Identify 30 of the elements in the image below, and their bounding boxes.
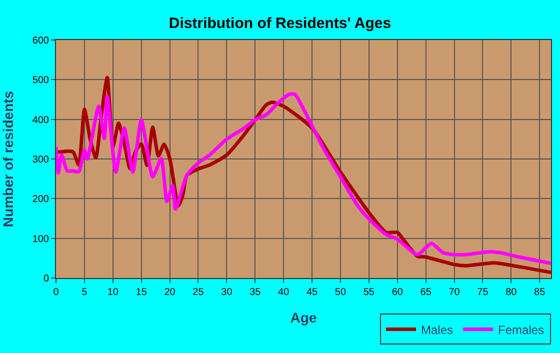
y-tick-label: 300 xyxy=(32,154,50,166)
x-tick-label: 50 xyxy=(334,287,346,298)
x-tick-label: 15 xyxy=(136,287,148,298)
x-tick-label: 25 xyxy=(192,287,204,298)
y-axis-title: Number of residents xyxy=(0,90,16,228)
x-tick-label: 60 xyxy=(392,287,404,298)
x-tick-label: 80 xyxy=(506,287,518,298)
x-tick-label: 55 xyxy=(363,287,375,298)
x-axis-title: Age xyxy=(290,309,317,326)
y-tick-label: 200 xyxy=(32,194,50,206)
y-tick-label: 500 xyxy=(32,75,50,86)
x-tick-label: 45 xyxy=(306,287,318,298)
y-tick-label: 0 xyxy=(43,274,50,284)
y-tick-label: 100 xyxy=(32,234,50,245)
x-tick-label: 70 xyxy=(448,287,460,298)
legend-label: Females xyxy=(498,322,544,337)
x-tick-label: 0 xyxy=(53,287,60,298)
x-tick-label: 65 xyxy=(420,287,432,298)
x-tick-label: 30 xyxy=(221,287,233,298)
x-tick-label: 35 xyxy=(250,287,262,298)
y-tick-label: 600 xyxy=(32,36,50,46)
chart-title: Distribution of Residents' Ages xyxy=(168,15,392,32)
x-tick-label: 75 xyxy=(477,287,489,298)
x-tick-label: 5 xyxy=(82,287,88,298)
legend-label: Males xyxy=(421,322,454,337)
y-tick-label: 400 xyxy=(32,114,50,126)
x-tick-label: 10 xyxy=(107,287,119,298)
x-tick-label: 40 xyxy=(278,287,290,298)
x-tick-label: 20 xyxy=(164,287,176,298)
x-tick-label: 85 xyxy=(534,287,546,298)
